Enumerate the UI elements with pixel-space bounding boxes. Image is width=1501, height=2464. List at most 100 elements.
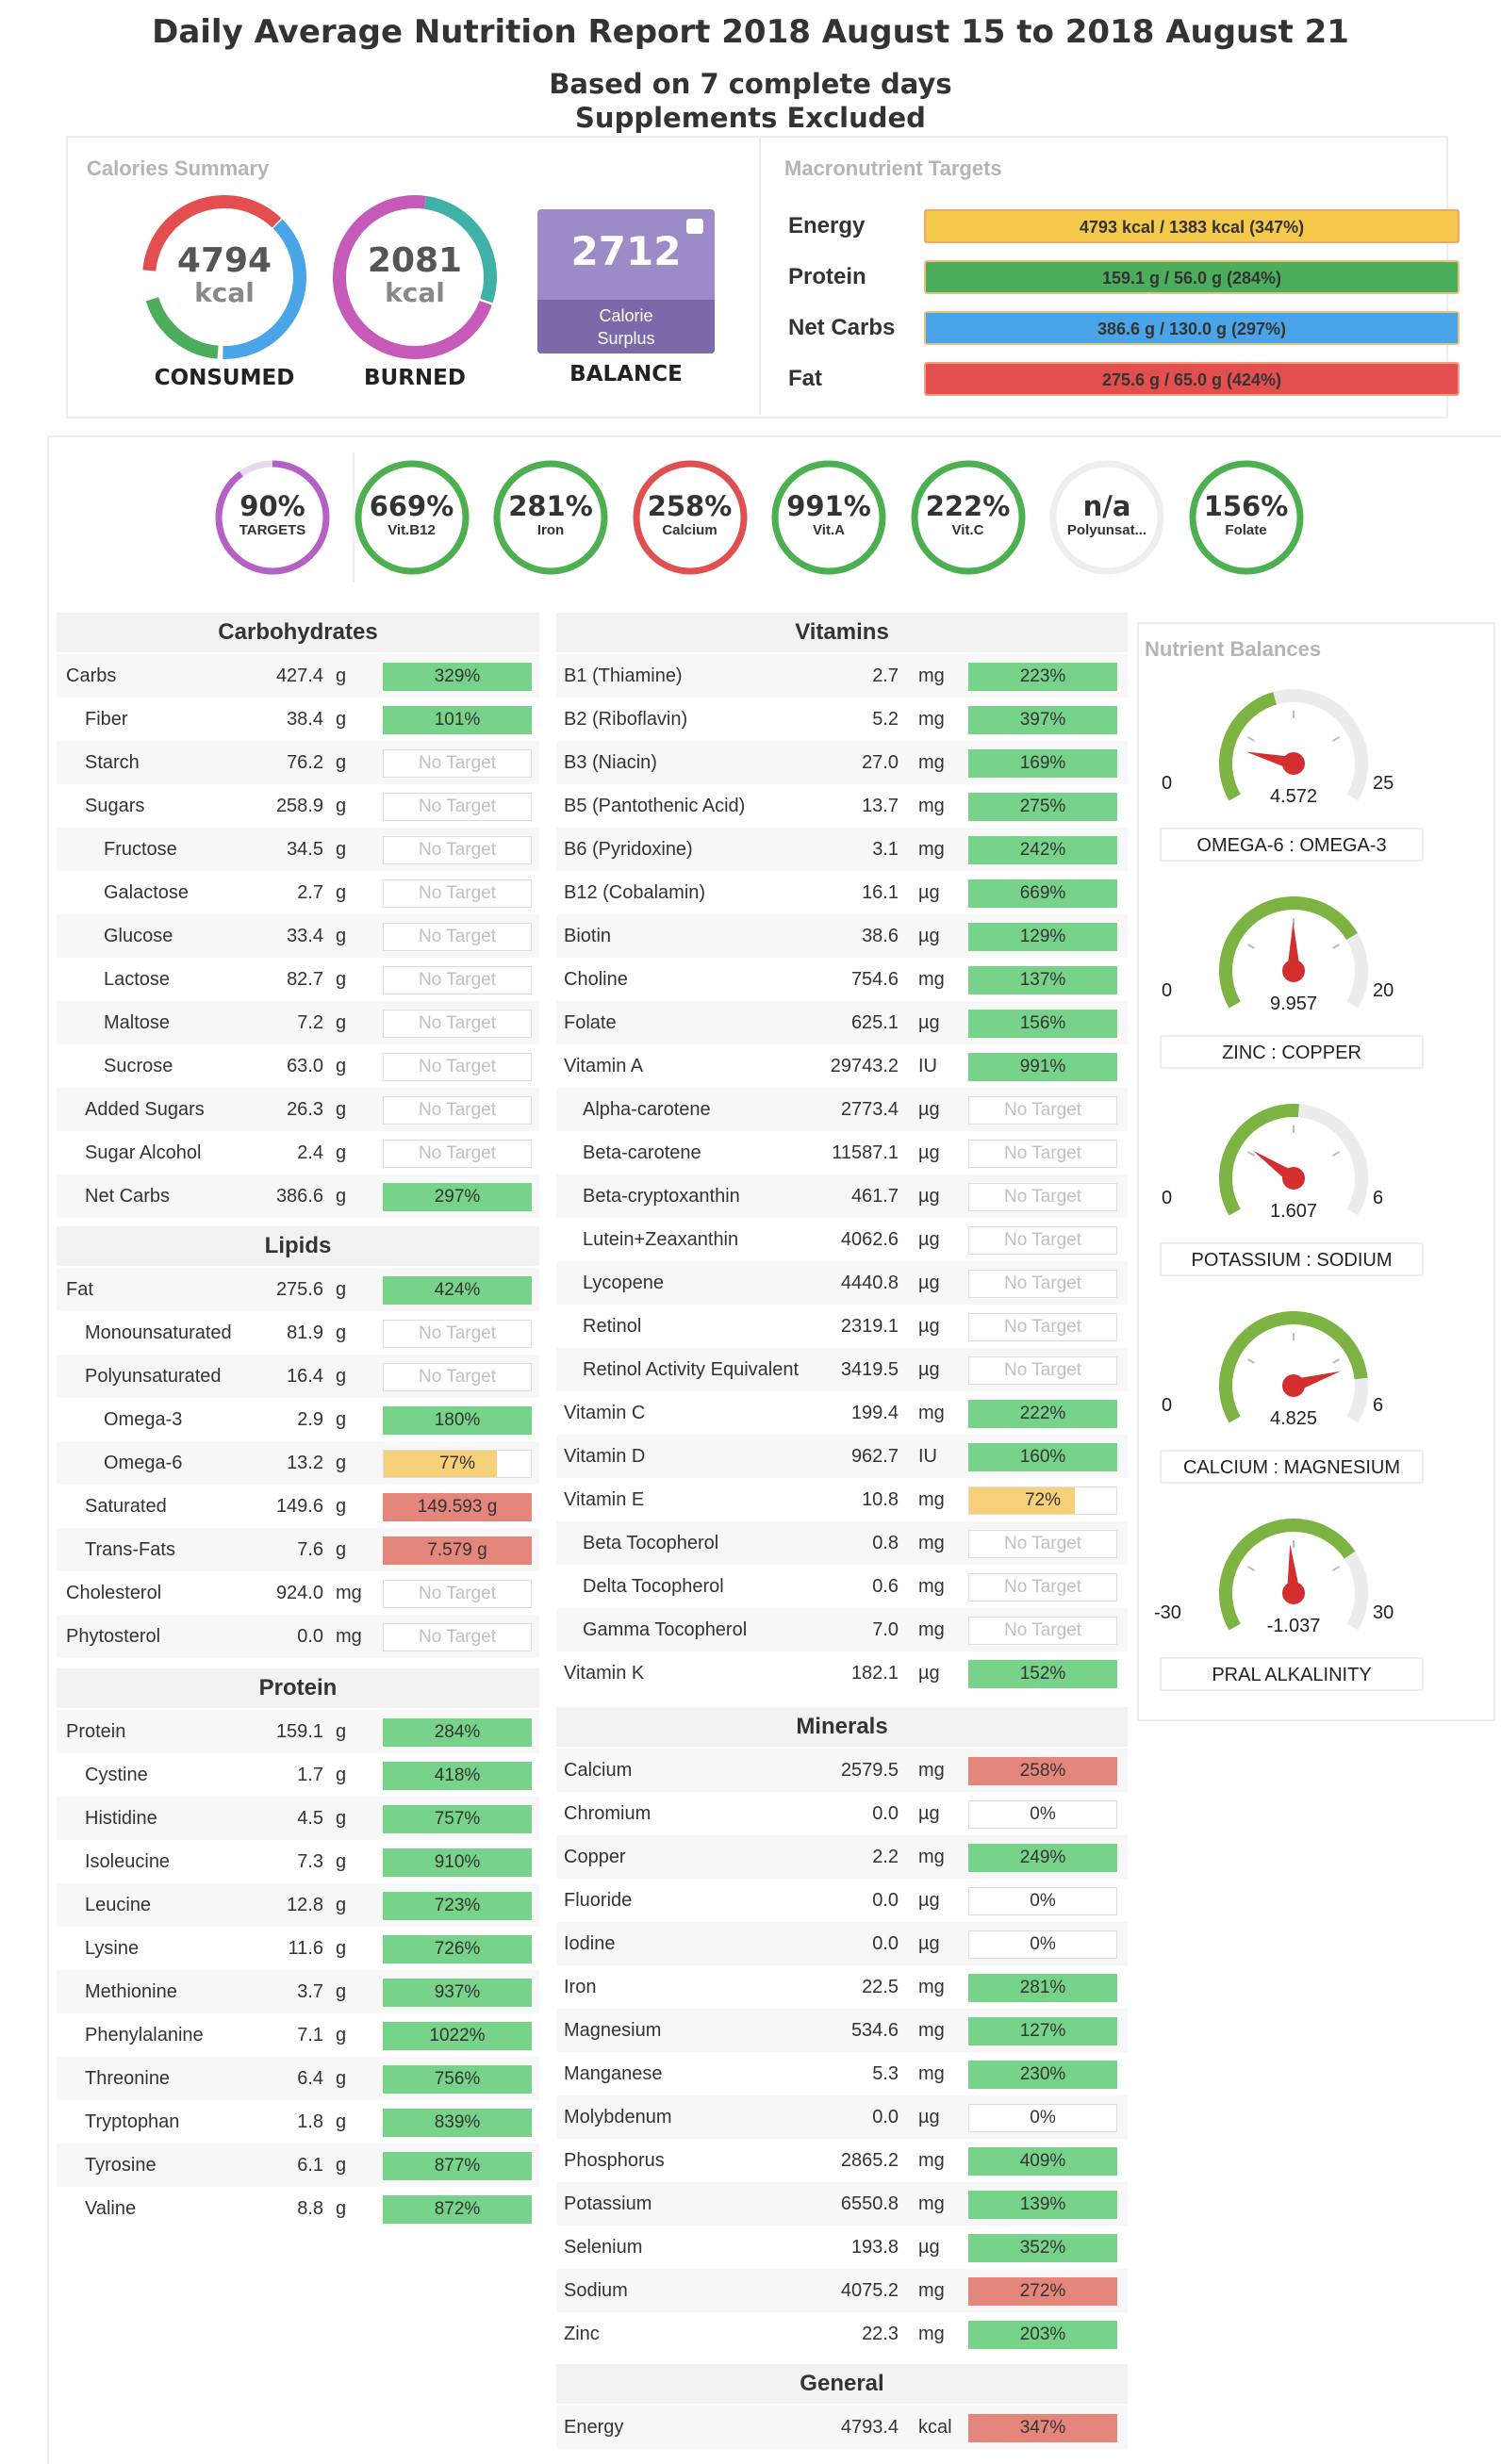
nutrient-value: 8.8 — [297, 2198, 323, 2219]
nutrient-value: 754.6 — [850, 969, 899, 990]
nutrient-unit: mg — [918, 2063, 945, 2084]
gauge-max: 6 — [1373, 1188, 1384, 1208]
target-bar-text: 839% — [434, 2112, 481, 2132]
burned-caption: BURNED — [364, 366, 466, 390]
row-gamma-tocopherol: Gamma Tocopherol 7.0 mg No Target — [556, 1608, 1128, 1651]
gauge-value: 4.825 — [1269, 1408, 1318, 1429]
row-manganese: Manganese 5.3 mg 230% — [556, 2052, 1128, 2095]
row-vitamin-e: Vitamin E 10.8 mg 72% — [556, 1478, 1128, 1521]
macro-label-energy: Energy — [788, 213, 866, 238]
target-bar-fill — [384, 1407, 531, 1434]
nutrient-unit: mg — [918, 839, 945, 860]
highlight-divider — [353, 452, 355, 583]
nutrient-name: Protein — [66, 1721, 126, 1742]
gauge-label-calcium-magnesium: CALCIUM : MAGNESIUM — [1160, 1450, 1424, 1484]
target-bar-text: 0% — [1030, 1934, 1056, 1954]
target-bar-fill — [384, 1979, 531, 2006]
nutrient-value: 2773.4 — [840, 1099, 899, 1120]
nutrient-target-bar: 723% — [383, 1892, 532, 1920]
target-bar-fill — [384, 1763, 531, 1789]
nutrient-target-bar: 258% — [968, 1757, 1117, 1785]
nutrient-unit: g — [336, 1539, 347, 1560]
highlight-vit-c: 222% Vit.C — [909, 458, 1028, 577]
target-bar-fill — [969, 1661, 1116, 1687]
nutrient-name: Magnesium — [564, 2020, 662, 2041]
highlight-ring-folate — [1189, 460, 1303, 575]
nutrient-target-bar: No Target — [968, 1356, 1117, 1385]
nutrient-target-bar: No Target — [383, 1010, 532, 1038]
nutrient-value: 13.2 — [287, 1453, 323, 1473]
nutrient-value: 11587.1 — [832, 1142, 899, 1163]
nutrient-value: 1.8 — [297, 2111, 323, 2132]
nutrient-unit: µg — [918, 1316, 940, 1337]
nutrient-target-bar: 1022% — [383, 2022, 532, 2050]
row-energy: Energy 4793.4 kcal 347% — [556, 2406, 1128, 2449]
nutrient-target-bar: No Target — [383, 793, 532, 821]
nutrient-target-bar: 347% — [968, 2414, 1117, 2442]
row-alpha-carotene: Alpha-carotene 2773.4 µg No Target — [556, 1088, 1128, 1131]
row-b5-pantothenic-acid: B5 (Pantothenic Acid) 13.7 mg 275% — [556, 784, 1128, 828]
nutrient-name: Vitamin D — [564, 1446, 646, 1467]
nutrient-target-bar: No Target — [383, 923, 532, 951]
camera-icon — [686, 219, 703, 234]
nutrient-unit: mg — [336, 1626, 362, 1647]
nutrient-value: 33.4 — [287, 926, 323, 946]
target-bar-fill — [384, 1184, 531, 1210]
nutrient-name: Threonine — [85, 2068, 171, 2089]
row-sugars: Sugars 258.9 g No Target — [57, 784, 539, 828]
section-header-protein: Protein — [57, 1668, 539, 1708]
target-bar-text: 347% — [1019, 2418, 1066, 2438]
nutrient-unit: µg — [918, 882, 940, 903]
nutrient-unit: g — [336, 665, 347, 686]
nutrient-name: Vitamin C — [564, 1403, 646, 1423]
row-beta-tocopherol: Beta Tocopherol 0.8 mg No Target — [556, 1521, 1128, 1565]
nutrient-value: 16.1 — [862, 882, 899, 903]
macro-bar-net-carbs: 386.6 g / 130.0 g (297%) — [924, 311, 1460, 345]
target-bar-text: 0% — [1030, 2108, 1056, 2127]
nutrient-target-bar: 284% — [383, 1718, 532, 1747]
target-bar-text: No Target — [1003, 1143, 1082, 1163]
target-bar-fill — [969, 1010, 1116, 1037]
gauge-label-zinc-copper: ZINC : COPPER — [1160, 1035, 1424, 1069]
nutrient-target-bar: 937% — [383, 1979, 532, 2007]
nutrient-name: Lysine — [85, 1938, 140, 1959]
nutrient-value: 26.3 — [287, 1099, 323, 1120]
nutrient-name: Isoleucine — [85, 1851, 171, 1872]
nutrient-target-bar: 169% — [968, 749, 1117, 778]
nutrient-value: 7.3 — [297, 1851, 323, 1872]
target-bar-text: 223% — [1019, 666, 1066, 686]
target-bar-text: No Target — [418, 1100, 497, 1120]
nutrient-name: B6 (Pyridoxine) — [564, 839, 693, 860]
nutrient-unit: mg — [918, 2150, 945, 2171]
nutrient-name: Phytosterol — [66, 1626, 161, 1647]
nutrient-unit: g — [336, 1056, 347, 1076]
target-bar-text: 0% — [1030, 1804, 1056, 1824]
balance-sub-line2: Surplus — [597, 329, 655, 348]
nutrient-name: B5 (Pantothenic Acid) — [564, 796, 746, 816]
target-bar-fill — [384, 1277, 531, 1304]
nutrient-name: Cystine — [85, 1765, 148, 1785]
row-beta-carotene: Beta-carotene 11587.1 µg No Target — [556, 1131, 1128, 1175]
nutrient-unit: g — [336, 2068, 347, 2089]
nutrient-target-bar: No Target — [968, 1096, 1117, 1125]
nutrient-value: 82.7 — [287, 969, 323, 990]
nutrient-value: 4793.4 — [840, 2417, 899, 2438]
target-bar-text: 127% — [1019, 2021, 1066, 2041]
target-bar-text: 723% — [434, 1896, 481, 1915]
target-bar-text: No Target — [1003, 1534, 1082, 1553]
nutrient-value: 3419.5 — [840, 1359, 899, 1380]
balance-value: 2712 — [570, 228, 682, 274]
nutrient-value: 4.5 — [297, 1808, 323, 1829]
highlight-calcium: 258% Calcium — [631, 458, 750, 577]
highlight-ring-polyunsat — [1049, 460, 1164, 575]
nutrient-target-bar: 0% — [968, 1930, 1117, 1959]
nutrient-unit: g — [336, 1186, 347, 1207]
row-maltose: Maltose 7.2 g No Target — [57, 1001, 539, 1044]
nutrient-target-bar: No Target — [383, 749, 532, 778]
target-bar-fill — [384, 664, 531, 690]
target-bar-text: 160% — [1019, 1447, 1066, 1467]
row-tyrosine: Tyrosine 6.1 g 877% — [57, 2144, 539, 2187]
consumed-ring: 4794 kcal — [141, 194, 307, 360]
gauge-max: 6 — [1373, 1395, 1384, 1416]
nutrient-name: Histidine — [85, 1808, 157, 1829]
